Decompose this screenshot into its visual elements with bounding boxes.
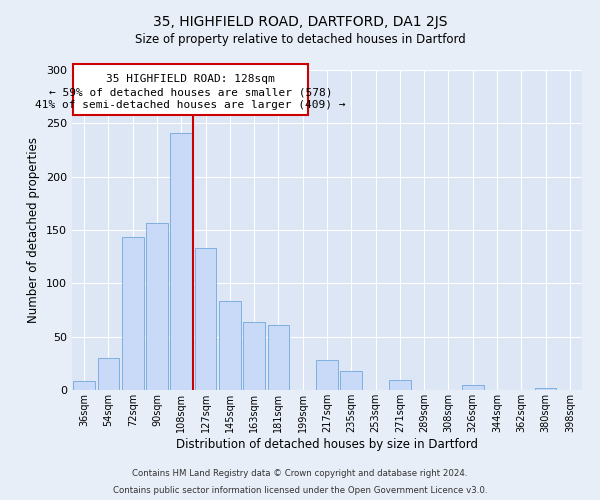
Bar xyxy=(340,371,362,390)
Text: Contains HM Land Registry data © Crown copyright and database right 2024.: Contains HM Land Registry data © Crown c… xyxy=(132,468,468,477)
Text: 35 HIGHFIELD ROAD: 128sqm: 35 HIGHFIELD ROAD: 128sqm xyxy=(106,74,275,85)
Bar xyxy=(243,322,265,390)
Bar xyxy=(389,380,411,390)
Bar xyxy=(316,360,338,390)
Bar xyxy=(122,238,143,390)
Bar xyxy=(535,388,556,390)
Bar xyxy=(170,133,192,390)
Bar xyxy=(194,248,217,390)
Bar xyxy=(219,302,241,390)
Bar xyxy=(268,325,289,390)
Text: Contains public sector information licensed under the Open Government Licence v3: Contains public sector information licen… xyxy=(113,486,487,495)
Bar xyxy=(73,382,95,390)
Bar xyxy=(97,358,119,390)
Bar xyxy=(73,64,308,115)
Y-axis label: Number of detached properties: Number of detached properties xyxy=(28,137,40,323)
Text: Size of property relative to detached houses in Dartford: Size of property relative to detached ho… xyxy=(134,32,466,46)
Bar xyxy=(462,384,484,390)
Text: 41% of semi-detached houses are larger (409) →: 41% of semi-detached houses are larger (… xyxy=(35,100,346,110)
Bar xyxy=(146,222,168,390)
Text: 35, HIGHFIELD ROAD, DARTFORD, DA1 2JS: 35, HIGHFIELD ROAD, DARTFORD, DA1 2JS xyxy=(153,15,447,29)
X-axis label: Distribution of detached houses by size in Dartford: Distribution of detached houses by size … xyxy=(176,438,478,450)
Text: ← 59% of detached houses are smaller (578): ← 59% of detached houses are smaller (57… xyxy=(49,87,332,97)
